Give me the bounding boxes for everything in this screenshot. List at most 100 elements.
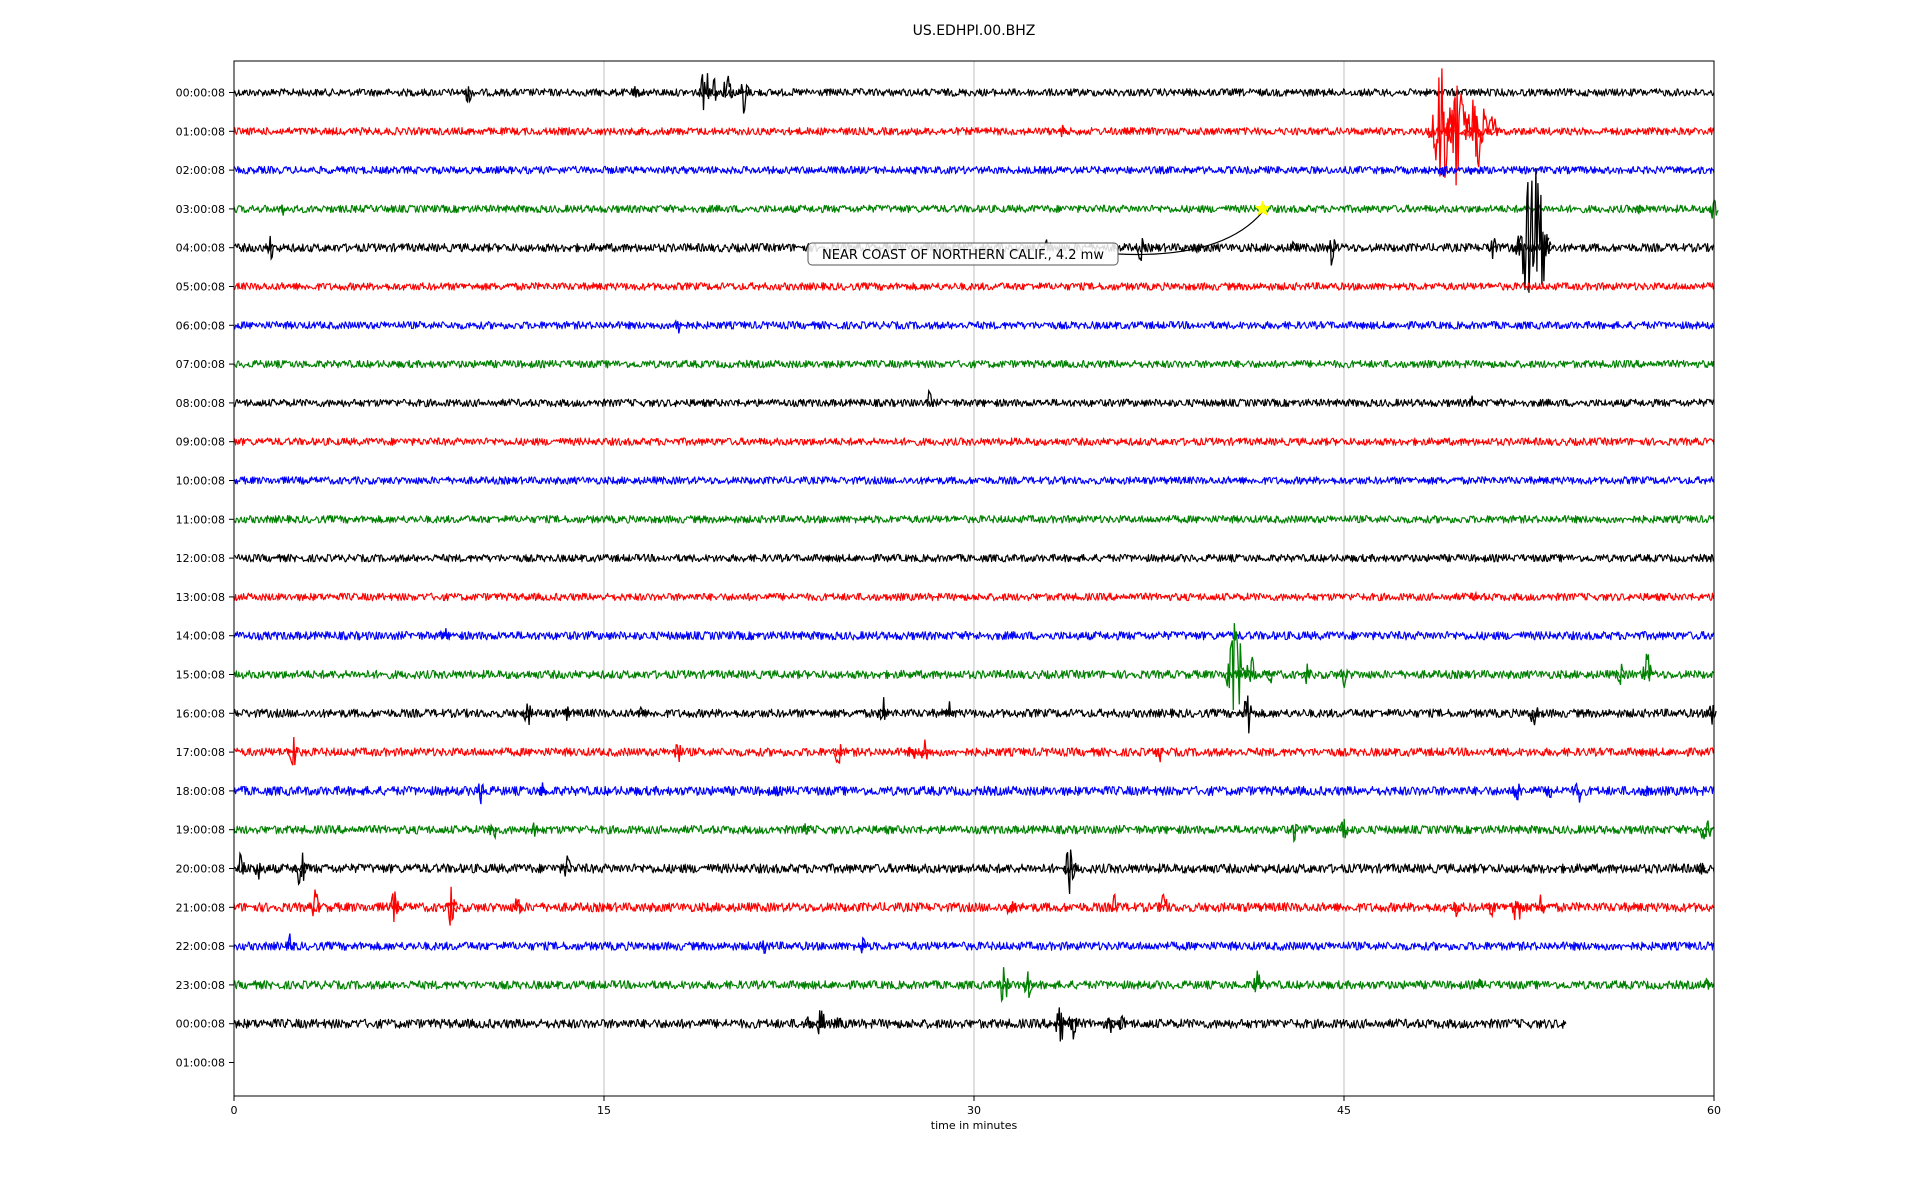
row-time-label: 09:00:08 (176, 436, 225, 449)
seismic-event (1486, 902, 1497, 919)
row-time-label: 13:00:08 (176, 591, 225, 604)
row-time-label: 00:00:08 (176, 87, 225, 100)
seismic-event (1191, 242, 1201, 254)
seismic-event (815, 1010, 827, 1035)
seismic-event (1022, 971, 1034, 998)
seismic-event (720, 75, 734, 99)
row-time-labels: 00:00:08 01:00:08 02:00:08 03:00:08 04:00:08… (176, 87, 234, 1070)
seismic-event (1437, 167, 1448, 177)
row-time-label: 00:00:08 (176, 1018, 225, 1031)
row-time-label: 15:00:08 (176, 669, 225, 682)
seismic-event (803, 1016, 814, 1029)
row-time-label: 12:00:08 (176, 552, 225, 565)
x-axis-ticks: 0 15 30 45 60 (231, 1096, 1721, 1117)
annotation-connector (1117, 211, 1264, 256)
row-time-label: 06:00:08 (176, 319, 225, 332)
seismic-event (438, 628, 449, 640)
seismic-event (1243, 656, 1257, 682)
seismic-event (1109, 893, 1119, 913)
seismic-event (759, 940, 769, 954)
plot-frame (233, 60, 1715, 1097)
seismic-event (832, 1017, 844, 1028)
seismic-trace (233, 437, 1715, 447)
seismic-trace (233, 708, 1715, 719)
seismic-event (1535, 894, 1546, 914)
trace-layer (233, 68, 1719, 1042)
seismic-event (521, 703, 533, 726)
row-time-label: 17:00:08 (176, 746, 225, 759)
seismic-event (462, 86, 474, 104)
row-time-label: 14:00:08 (176, 630, 225, 643)
row-time-label: 05:00:08 (176, 281, 225, 294)
seismic-event (1338, 818, 1349, 839)
row-time-label: 18:00:08 (176, 785, 225, 798)
seismic-event (475, 782, 486, 805)
seismic-event (487, 823, 498, 841)
seismic-event (832, 744, 844, 765)
seismic-event (1241, 695, 1255, 734)
seismic-trace (233, 592, 1715, 602)
seismic-trace (233, 553, 1715, 563)
seismic-event (1157, 893, 1170, 912)
seismic-event (1153, 747, 1164, 763)
annotation-label: NEAR COAST OF NORTHERN CALIF., 4.2 mw (822, 248, 1104, 263)
seismic-trace (233, 824, 1715, 835)
seismic-event (253, 862, 264, 880)
seismic-event (1445, 85, 1469, 186)
row-time-label: 19:00:08 (176, 824, 225, 837)
row-time-label: 04:00:08 (176, 242, 225, 255)
seismic-event (235, 851, 247, 875)
seismic-trace (233, 669, 1714, 680)
row-time-label: 23:00:08 (176, 979, 225, 992)
seismic-event (1104, 1017, 1115, 1033)
seismic-trace (233, 1018, 1567, 1029)
seismic-event (876, 697, 890, 721)
seismic-event (293, 852, 308, 886)
seismic-event (858, 936, 868, 954)
seismic-event (771, 787, 782, 797)
seismic-event (1635, 204, 1645, 215)
seismic-event (530, 822, 540, 837)
seismic-event (1543, 787, 1554, 799)
row-time-label: 16:00:08 (176, 707, 225, 720)
seismic-event (1264, 671, 1275, 684)
seismic-event (512, 898, 523, 915)
seismic-event (1708, 198, 1719, 219)
seismic-event (1696, 862, 1706, 875)
seismic-event (1699, 820, 1714, 840)
seismic-event (1449, 901, 1460, 918)
seismic-trace (233, 863, 1715, 874)
seismic-event (906, 746, 918, 759)
row-time-label: 20:00:08 (176, 863, 225, 876)
event-annotation: NEAR COAST OF NORTHERN CALIF., 4.2 mw (807, 200, 1271, 266)
seismic-event (1640, 653, 1654, 682)
seismic-event (1467, 167, 1477, 175)
seismic-event (1614, 663, 1626, 685)
seismic-event (673, 319, 683, 334)
seismic-trace (233, 630, 1715, 641)
row-time-label: 01:00:08 (176, 1057, 225, 1070)
seismic-event (1251, 970, 1263, 993)
row-time-label: 11:00:08 (176, 513, 225, 526)
seismic-event (996, 967, 1011, 1003)
seismic-event (1289, 240, 1300, 253)
seismic-event (636, 705, 645, 718)
seismic-event (919, 739, 930, 760)
seismic-event (1510, 900, 1523, 921)
seismic-event (1572, 781, 1584, 803)
row-time-label: 07:00:08 (176, 358, 225, 371)
seismic-event (536, 782, 548, 796)
seismic-event (1135, 237, 1147, 262)
x-axis-label: time in minutes (931, 1119, 1018, 1132)
seismic-event (1062, 849, 1078, 894)
x-tick-label: 60 (1707, 1104, 1721, 1117)
seismic-event (1470, 108, 1490, 168)
seismic-event (1511, 783, 1522, 801)
seismic-event (708, 77, 721, 101)
seismic-trace (233, 165, 1715, 175)
seismic-event (562, 706, 572, 721)
x-tick-label: 15 (597, 1104, 611, 1117)
